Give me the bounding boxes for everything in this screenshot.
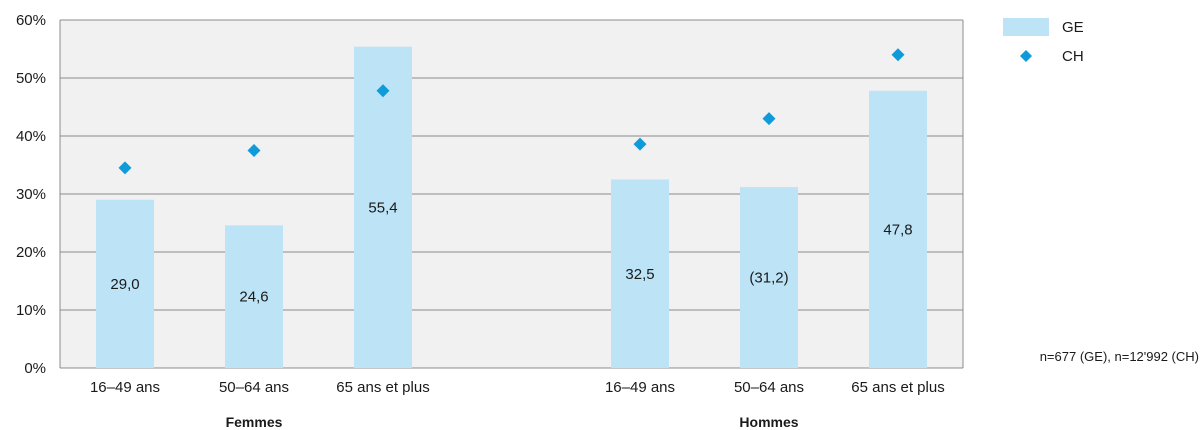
x-axis-ticks: 16–49 ans 50–64 ans 65 ans et plus 16–49 an… <box>90 379 945 396</box>
x-tick-label: 50–64 ans <box>734 379 804 396</box>
legend-swatch-ge <box>1003 18 1049 36</box>
bar-value-label: 47,8 <box>883 221 912 238</box>
bars <box>96 46 927 369</box>
bar <box>740 187 798 368</box>
marker-point <box>376 84 390 98</box>
y-axis-ticks: 0% 10% 20% 30% 40% 50% 60% <box>16 12 46 377</box>
marker-point <box>762 112 776 126</box>
y-tick-label: 10% <box>16 302 46 319</box>
marker-point <box>247 144 261 157</box>
legend: GE CH <box>1003 18 1084 65</box>
bar <box>611 179 669 368</box>
bar-labels: 29,0 24,6 55,4 32,5 (31,2) 47,8 <box>110 199 912 305</box>
bar-value-label: 32,5 <box>625 266 654 283</box>
y-tick-label: 40% <box>16 128 46 145</box>
y-tick-label: 30% <box>16 186 46 203</box>
bar-value-label: 55,4 <box>368 199 397 216</box>
x-tick-label: 16–49 ans <box>605 379 675 396</box>
group-labels: Femmes Hommes <box>226 414 799 430</box>
legend-label-ge: GE <box>1062 19 1084 36</box>
group-label: Hommes <box>739 414 798 430</box>
bar <box>354 46 412 369</box>
x-tick-label: 16–49 ans <box>90 379 160 396</box>
y-tick-label: 60% <box>16 12 46 29</box>
bar-value-label: 29,0 <box>110 276 139 293</box>
bar <box>96 199 154 368</box>
marker-point <box>118 161 132 175</box>
legend-label-ch: CH <box>1062 48 1084 65</box>
bar-value-label: 24,6 <box>239 289 268 306</box>
y-tick-label: 0% <box>24 360 46 377</box>
gridlines <box>59 19 964 369</box>
x-tick-label: 65 ans et plus <box>851 379 944 396</box>
group-label: Femmes <box>226 414 283 430</box>
y-tick-label: 20% <box>16 244 46 261</box>
bar <box>225 225 283 368</box>
y-tick-label: 50% <box>16 70 46 87</box>
bar <box>869 90 927 368</box>
markers <box>118 48 905 175</box>
marker-point <box>633 137 647 151</box>
x-tick-label: 65 ans et plus <box>336 379 429 396</box>
bar-value-label: (31,2) <box>749 270 788 287</box>
x-tick-label: 50–64 ans <box>219 379 289 396</box>
marker-point <box>891 48 905 62</box>
sample-size-note: n=677 (GE), n=12'992 (CH) <box>1040 349 1199 364</box>
legend-marker-ch <box>1020 50 1032 62</box>
